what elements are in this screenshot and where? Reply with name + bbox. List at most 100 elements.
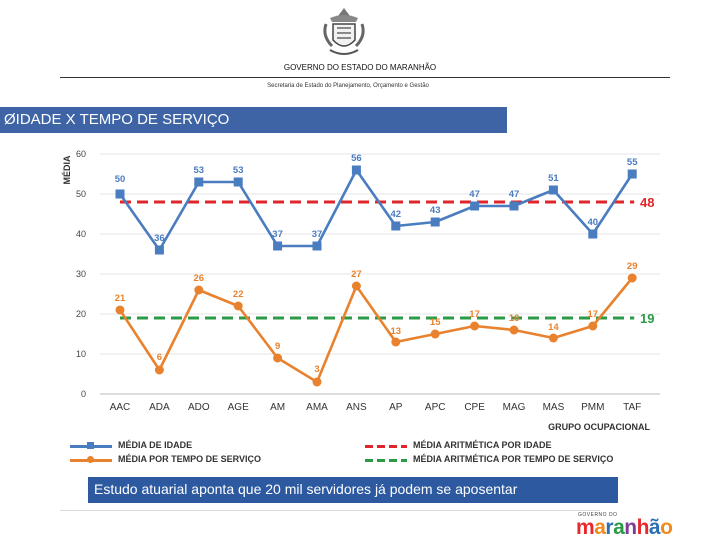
data-point-idade xyxy=(509,201,519,211)
x-tick-label: AP xyxy=(389,402,403,413)
legend-item-media-idade: MÉDIA ARITMÉTICA POR IDADE xyxy=(365,440,552,451)
x-tick-label: AM xyxy=(270,402,285,413)
data-point-tempo xyxy=(194,285,204,295)
x-tick-label: MAS xyxy=(543,402,565,413)
data-label-tempo: 29 xyxy=(627,261,638,272)
data-point-idade xyxy=(115,189,125,199)
data-label-tempo: 15 xyxy=(430,317,441,328)
data-labels: 50 36 53 53 37 37 56 42 43 47 47 51 40 55 21 6 26 22 9 3 27 1… xyxy=(115,153,638,375)
data-label-idade: 47 xyxy=(469,189,480,200)
data-label-idade: 43 xyxy=(430,205,441,216)
x-tick-label: ANS xyxy=(346,402,367,413)
y-tick-label: 30 xyxy=(76,269,86,279)
data-label-idade: 47 xyxy=(509,189,520,200)
data-point-tempo xyxy=(588,321,598,331)
data-label-idade: 40 xyxy=(588,217,599,228)
data-label-tempo: 21 xyxy=(115,293,126,304)
data-point-idade xyxy=(194,177,204,187)
legend-label-media-idade: MÉDIA ARITMÉTICA POR IDADE xyxy=(413,440,552,450)
data-point-tempo xyxy=(273,353,283,363)
legend-swatch-media-idade xyxy=(365,441,407,451)
data-label-idade: 56 xyxy=(351,153,362,164)
data-label-tempo: 6 xyxy=(157,352,162,363)
legend-swatch-idade xyxy=(70,441,112,451)
logo-letter: m xyxy=(576,516,595,539)
data-point-tempo xyxy=(391,337,401,347)
legend-swatch-tempo xyxy=(70,455,112,465)
x-axis-label: GRUPO OCUPACIONAL xyxy=(548,422,650,432)
data-point-idade xyxy=(391,221,401,231)
data-point-tempo xyxy=(470,321,480,331)
data-label-idade: 37 xyxy=(312,229,323,240)
logo-letter: a xyxy=(594,516,606,539)
reference-line-label: 19 xyxy=(640,311,654,326)
data-label-tempo: 17 xyxy=(469,309,480,320)
data-label-tempo: 17 xyxy=(588,309,599,320)
data-point-idade xyxy=(548,185,558,195)
data-label-idade: 53 xyxy=(194,165,205,176)
legend-item-tempo: MÉDIA POR TEMPO DE SERVIÇO xyxy=(70,454,261,465)
x-tick-label: AAC xyxy=(110,402,131,413)
data-label-tempo: 3 xyxy=(314,364,319,375)
legend-label-media-tempo: MÉDIA ARITMÉTICA POR TEMPO DE SERVIÇO xyxy=(413,454,614,464)
logo-letter: h xyxy=(636,516,650,539)
x-tick-label: CPE xyxy=(464,402,485,413)
reference-lines: 48 19 xyxy=(120,195,654,326)
government-title: GOVERNO DO ESTADO DO MARANHÃO xyxy=(283,63,437,72)
data-point-tempo xyxy=(627,273,637,283)
legend-item-media-tempo: MÉDIA ARITMÉTICA POR TEMPO DE SERVIÇO xyxy=(365,454,613,465)
data-label-idade: 37 xyxy=(272,229,283,240)
header-divider xyxy=(60,77,670,78)
data-point-idade xyxy=(273,241,283,251)
reference-line-label: 48 xyxy=(640,195,654,210)
logo-letter: ã xyxy=(648,516,661,539)
state-coat-of-arms xyxy=(320,6,368,58)
data-label-idade: 36 xyxy=(154,233,165,244)
x-tick-label: PMM xyxy=(581,402,604,413)
banner-text: Estudo atuarial aponta que 20 mil servid… xyxy=(94,481,518,497)
data-point-tempo xyxy=(233,301,243,311)
data-point-idade xyxy=(627,169,637,179)
x-tick-label: AGE xyxy=(228,402,249,413)
y-tick-label: 20 xyxy=(76,309,86,319)
data-label-idade: 50 xyxy=(115,174,126,185)
data-label-tempo: 26 xyxy=(194,273,205,284)
y-tick-label: 60 xyxy=(76,149,86,159)
y-tick-label: 40 xyxy=(76,229,86,239)
x-tick-label: ADO xyxy=(188,402,210,413)
data-point-tempo xyxy=(351,281,361,291)
data-label-idade: 53 xyxy=(233,165,244,176)
data-point-tempo xyxy=(115,305,125,315)
data-label-tempo: 27 xyxy=(351,269,362,280)
maranhao-logo: maranhão xyxy=(576,516,673,540)
series xyxy=(115,165,637,387)
section-title: ØIDADE X TEMPO DE SERVIÇO xyxy=(4,111,230,128)
logo-letter: r xyxy=(605,516,614,539)
legend-label-idade: MÉDIA DE IDADE xyxy=(118,440,193,450)
logo-letter: n xyxy=(624,516,637,539)
data-point-idade xyxy=(470,201,480,211)
data-point-idade xyxy=(351,165,361,175)
data-point-idade xyxy=(588,229,598,239)
legend-label-tempo: MÉDIA POR TEMPO DE SERVIÇO xyxy=(118,454,262,464)
section-title-bar: ØIDADE X TEMPO DE SERVIÇO xyxy=(0,107,507,133)
gridlines xyxy=(100,153,660,355)
x-tick-label: ADA xyxy=(149,402,170,413)
data-point-idade xyxy=(233,177,243,187)
data-label-tempo: 13 xyxy=(391,326,402,337)
data-label-tempo: 9 xyxy=(275,341,280,352)
data-point-tempo xyxy=(548,333,558,343)
x-tick-label: TAF xyxy=(623,402,641,413)
series-line-1 xyxy=(118,277,634,384)
x-tick-label: AMA xyxy=(306,402,328,413)
data-label-idade: 51 xyxy=(548,173,559,184)
data-point-idade xyxy=(154,245,164,255)
logo-letter: o xyxy=(660,516,673,539)
data-point-tempo xyxy=(430,329,440,339)
series-line-0 xyxy=(118,168,634,252)
x-tick-label: MAG xyxy=(503,402,526,413)
age-vs-service-chart: 60 50 40 30 20 10 0 MÉDIA AAC ADA ADO AGE AM AMA ANS AP… xyxy=(62,149,660,432)
data-point-tempo xyxy=(312,377,322,387)
data-label-tempo: 16 xyxy=(509,313,520,324)
data-label-idade: 42 xyxy=(391,209,402,220)
